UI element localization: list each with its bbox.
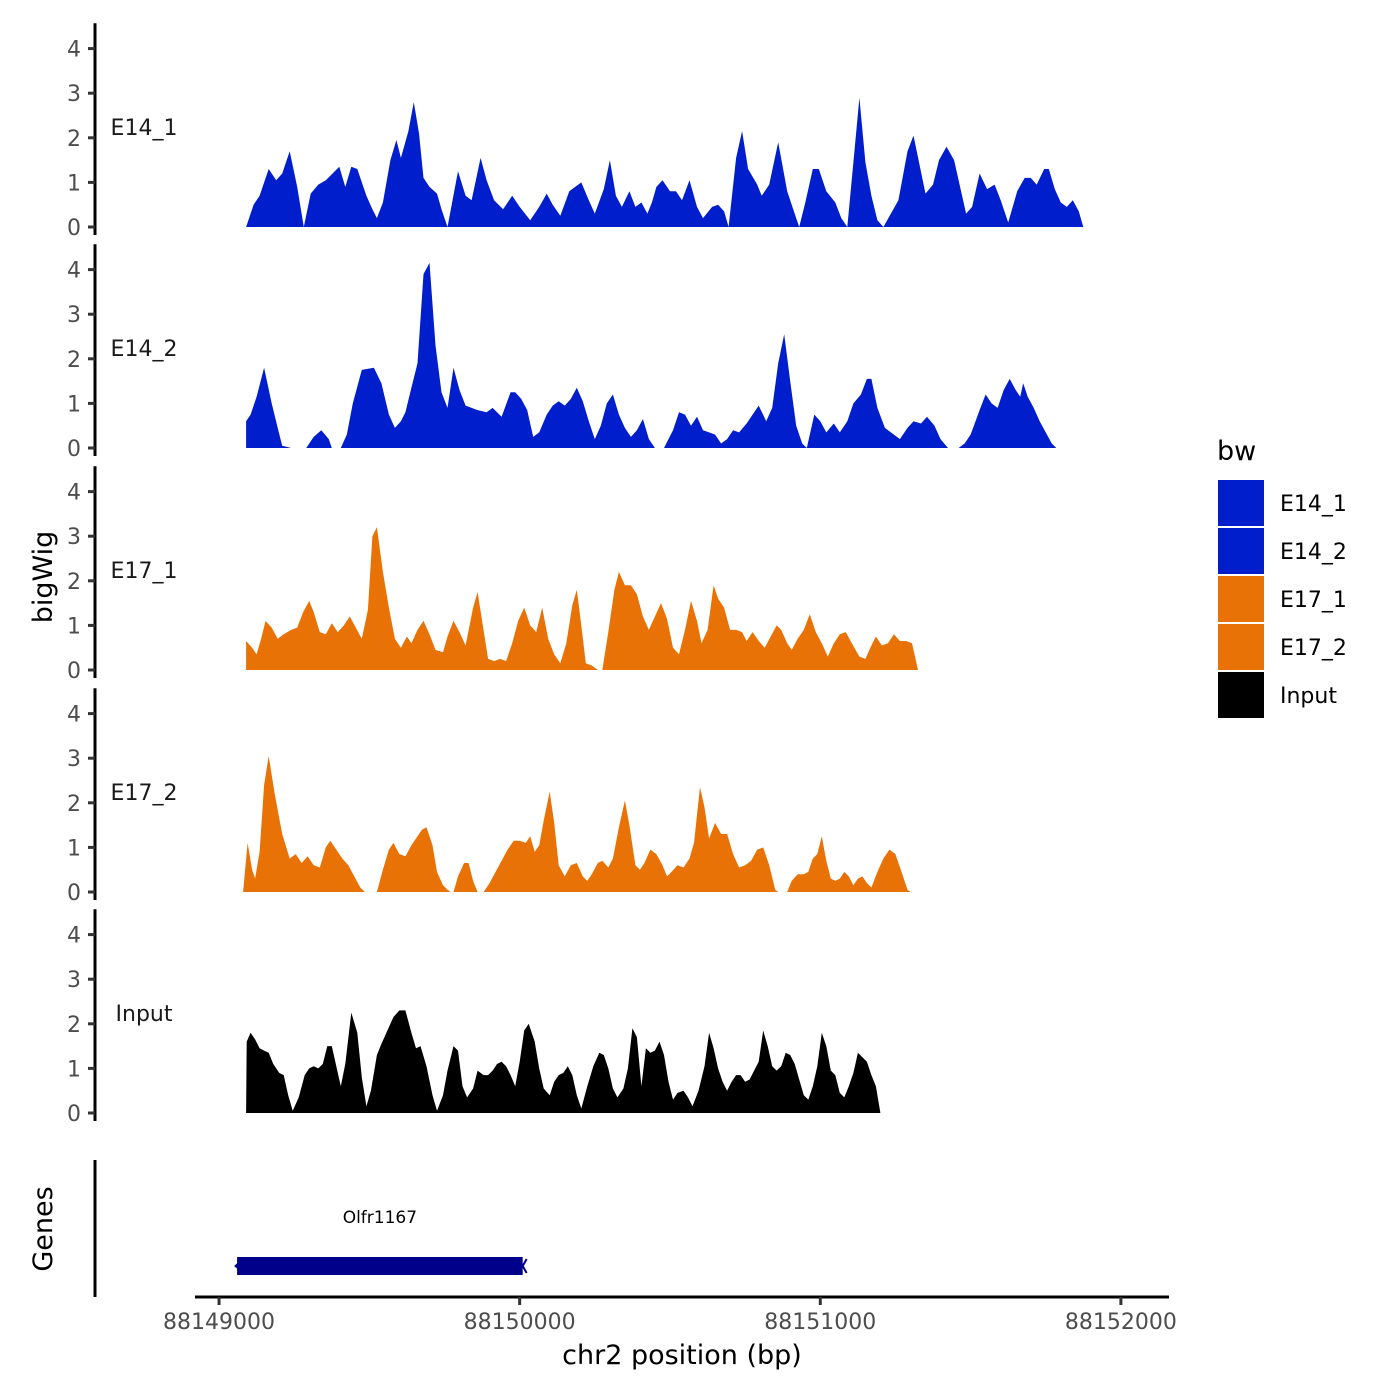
legend-item-input: Input	[1218, 672, 1337, 718]
legend-swatch	[1218, 672, 1264, 718]
area-e17-2	[243, 756, 914, 892]
legend-label: E14_1	[1280, 492, 1347, 517]
legend-swatch	[1218, 528, 1264, 574]
area-input	[246, 1010, 881, 1113]
legend-label: E17_1	[1280, 588, 1347, 613]
legend-swatch	[1218, 480, 1264, 526]
y-tick-label: 2	[67, 792, 81, 817]
y-tick-label: 2	[67, 127, 81, 152]
gene-label: Olfr1167	[343, 1208, 417, 1228]
gene-end-mark	[517, 1258, 528, 1274]
x-tick-label: 88149000	[163, 1310, 275, 1335]
legend-item-e17-2: E17_2	[1218, 624, 1347, 670]
y-tick-label: 0	[67, 1102, 81, 1127]
area-e17-1	[246, 527, 919, 670]
track-input: 0 1 2 3 4 Input	[67, 909, 881, 1127]
legend: bw E14_1 E14_2 E17_1 E17_2 Input	[1217, 436, 1347, 718]
track-e14-2: 0 1 2 3 4 E14_2	[67, 244, 1057, 462]
gene-body	[237, 1257, 523, 1275]
track-e17-1: 0 1 2 3 4 E17_1	[67, 466, 919, 684]
y-axis-title: bigWig	[28, 531, 59, 624]
gene-olfr1167: Olfr1167	[234, 1208, 528, 1275]
y-tick-label: 4	[67, 259, 81, 284]
legend-label: E17_2	[1280, 636, 1347, 661]
y-tick-label: 3	[67, 747, 81, 772]
y-tick-label: 3	[67, 82, 81, 107]
track-label: Input	[116, 1002, 173, 1027]
y-tick-label: 4	[67, 38, 81, 63]
y-tick-label: 3	[67, 303, 81, 328]
y-tick-label: 3	[67, 968, 81, 993]
track-e17-2: 0 1 2 3 4 E17_2	[67, 688, 914, 906]
legend-label: E14_2	[1280, 540, 1347, 565]
area-e14-2	[246, 262, 1057, 448]
y-tick-label: 2	[67, 570, 81, 595]
y-tick-label: 0	[67, 437, 81, 462]
track-e14-1: 0 1 2 3 4 E14_1	[67, 23, 1084, 241]
y-tick-label: 0	[67, 659, 81, 684]
track-label: E17_2	[111, 781, 178, 806]
y-tick-label: 2	[67, 348, 81, 373]
legend-item-e17-1: E17_1	[1218, 576, 1347, 622]
y-tick-label: 4	[67, 924, 81, 949]
x-tick-label: 88150000	[464, 1310, 576, 1335]
legend-swatch	[1218, 576, 1264, 622]
track-label: E17_1	[111, 559, 178, 584]
area-e14-1	[246, 97, 1084, 227]
y-tick-label: 4	[67, 703, 81, 728]
coverage-tracks: 0 1 2 3 4 E14_1 0 1 2 3 4 E14_2 0 1 2 3 4 E17_1 0 1 2 3 4 E17_2…	[67, 23, 1084, 1127]
y-tick-label: 3	[67, 525, 81, 550]
x-tick-label: 88151000	[764, 1310, 876, 1335]
legend-title: bw	[1217, 436, 1256, 467]
legend-item-e14-1: E14_1	[1218, 480, 1347, 526]
x-tick-label: 88152000	[1065, 1310, 1177, 1335]
legend-label: Input	[1280, 684, 1337, 709]
y-tick-label: 1	[67, 1057, 81, 1082]
x-axis-title: chr2 position (bp)	[562, 1340, 802, 1371]
legend-item-e14-2: E14_2	[1218, 528, 1347, 574]
track-label: E14_1	[111, 116, 178, 141]
genes-axis-title: Genes	[28, 1186, 59, 1271]
gene-strand-arrow	[234, 1258, 244, 1274]
y-tick-label: 4	[67, 481, 81, 506]
y-tick-label: 0	[67, 216, 81, 241]
y-tick-label: 1	[67, 836, 81, 861]
y-tick-label: 2	[67, 1013, 81, 1038]
y-tick-label: 1	[67, 392, 81, 417]
genes-panel: Olfr1167	[93, 1160, 528, 1297]
track-label: E14_2	[111, 337, 178, 362]
y-tick-label: 1	[67, 171, 81, 196]
legend-swatch	[1218, 624, 1264, 670]
y-tick-label: 1	[67, 614, 81, 639]
y-tick-label: 0	[67, 881, 81, 906]
x-axis: 88149000 88150000 88151000 88152000	[163, 1295, 1177, 1335]
